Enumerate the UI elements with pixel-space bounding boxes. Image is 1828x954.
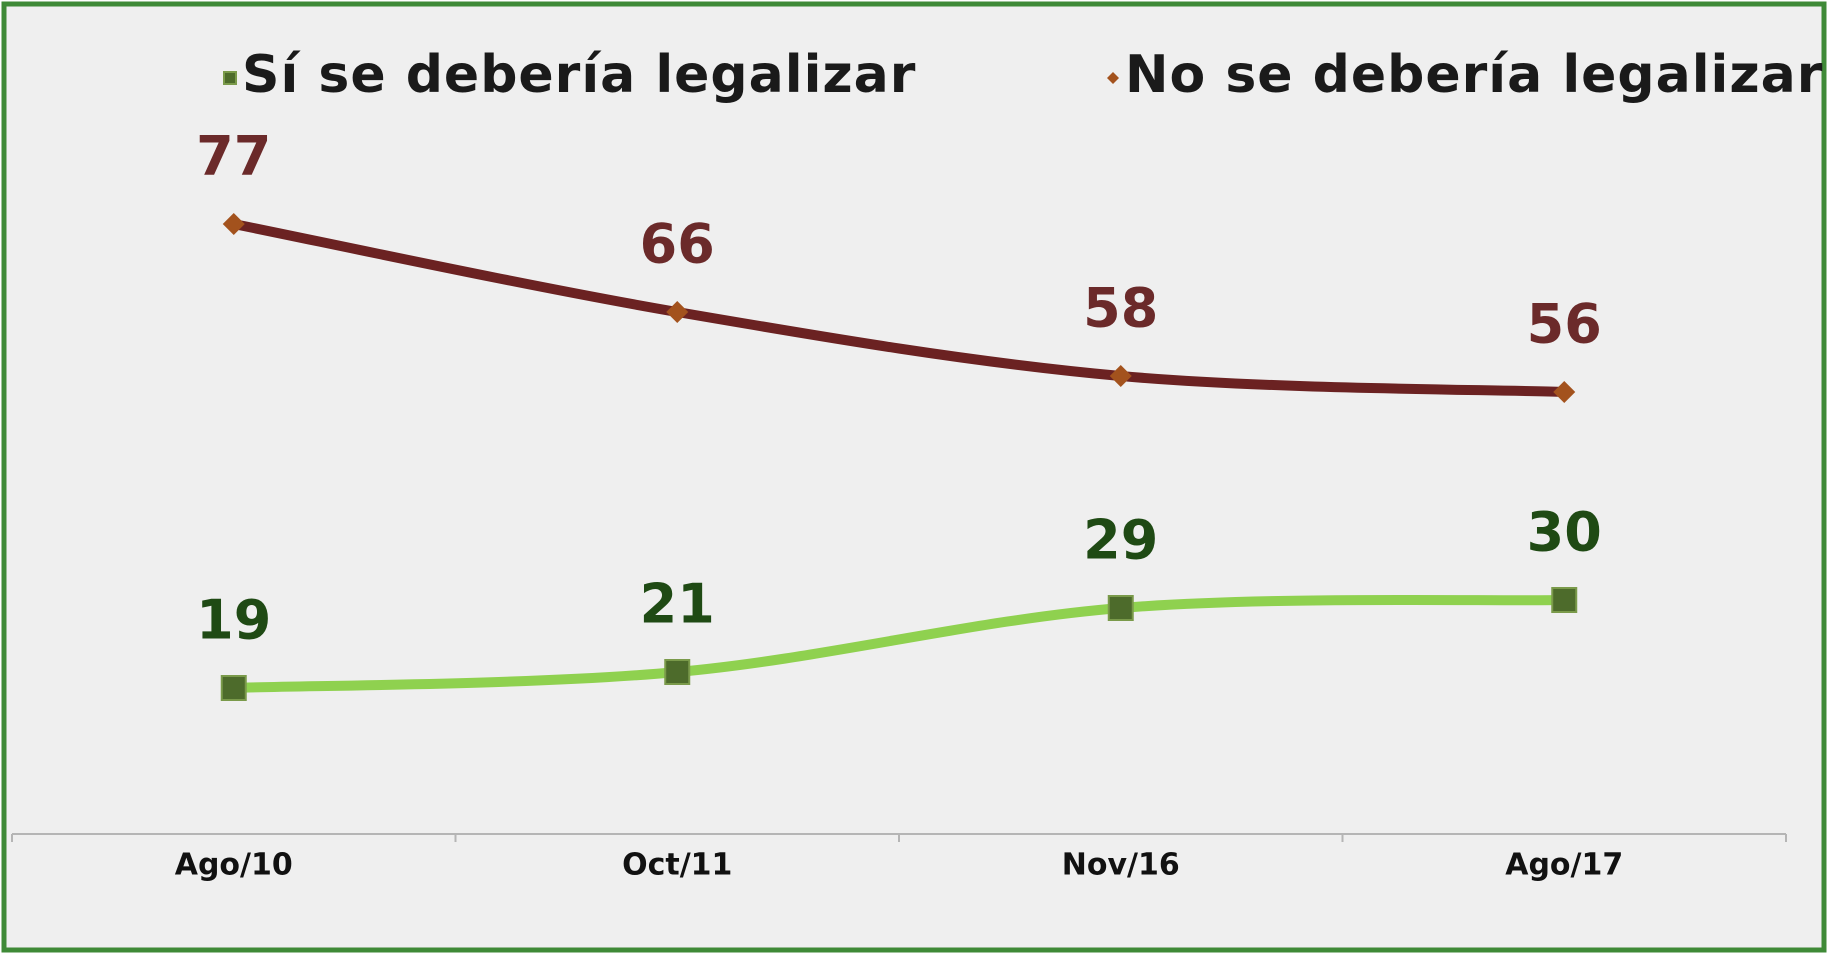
x-tick-label: Ago/17: [1505, 848, 1623, 883]
marker: [222, 213, 245, 235]
marker: [666, 301, 689, 323]
series-line: [228, 594, 1570, 693]
data-label: 58: [1083, 277, 1158, 340]
data-label: 21: [640, 573, 715, 636]
data-label: 66: [640, 213, 715, 276]
x-tick-label: Oct/11: [622, 848, 732, 883]
x-tick-label: Nov/16: [1062, 848, 1180, 883]
marker: [1107, 595, 1134, 621]
data-label: 19: [196, 589, 271, 652]
marker: [220, 675, 247, 701]
legend-marker: [223, 71, 237, 85]
data-label: 77: [196, 125, 271, 188]
marker: [664, 659, 691, 685]
legend-label: Sí se debería legalizar: [242, 45, 916, 105]
data-label: 30: [1527, 501, 1602, 564]
legend-label: No se debería legalizar: [1125, 45, 1823, 105]
marker: [1553, 381, 1576, 403]
marker: [1551, 587, 1578, 613]
x-tick-label: Ago/10: [175, 848, 293, 883]
series-line: [228, 219, 1570, 397]
data-label: 56: [1527, 293, 1602, 356]
legend-marker: [1107, 72, 1119, 84]
data-label: 29: [1083, 509, 1158, 572]
marker: [1109, 365, 1132, 387]
